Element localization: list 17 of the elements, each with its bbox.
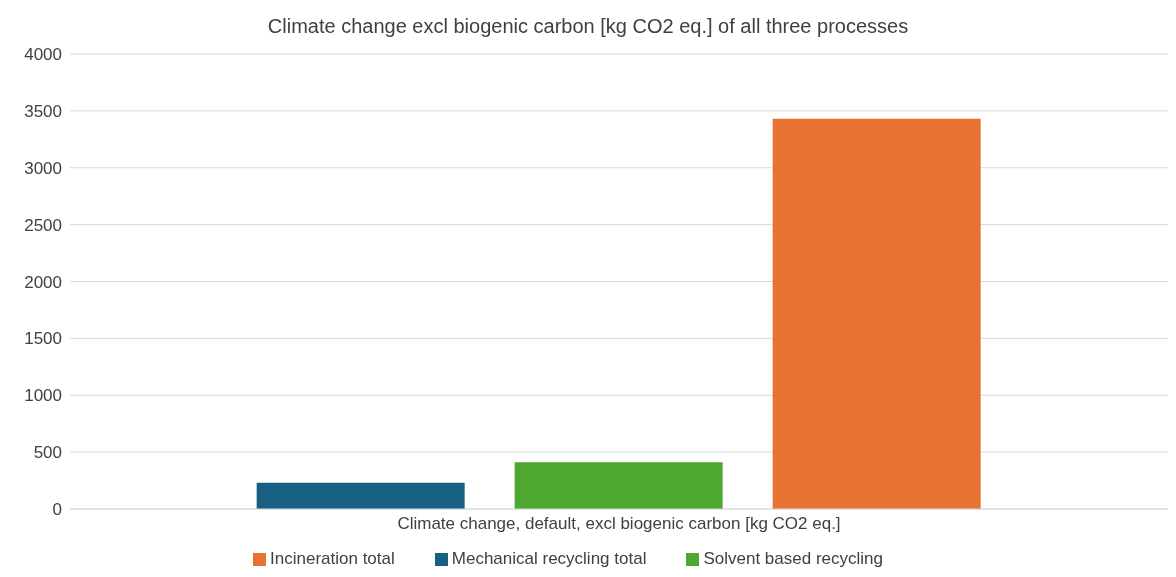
bar [514,462,723,509]
bar [256,482,465,509]
y-tick-label: 2500 [24,215,62,235]
y-tick-label: 2000 [24,272,62,292]
legend-label: Mechanical recycling total [451,549,647,568]
chart-title: Climate change excl biogenic carbon [kg CO2 eq.] of all three processes [266,14,910,39]
y-tick-label: 1500 [24,329,62,349]
y-tick-label: 1000 [24,386,62,406]
bar [772,118,981,509]
legend-label: Incineration total [270,549,395,568]
y-tick-label: 3000 [24,158,62,178]
y-tick-label: 0 [52,500,62,520]
y-tick-label: 4000 [24,45,62,65]
legend-label: Solvent based recycling [703,549,883,568]
y-tick-label: 500 [33,443,62,463]
x-tick-label: Climate change, default, excl biogenic carbon [kg CO2 eq.] [397,514,841,534]
y-tick-label: 3500 [24,101,62,121]
